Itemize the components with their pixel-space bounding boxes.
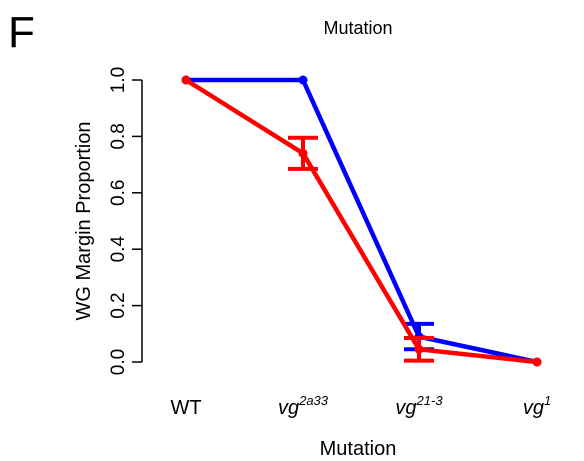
- x-tick-label: vg2a33: [278, 393, 329, 419]
- y-ticks: 0.0 0.2 0.4 0.6 0.8 1.0: [108, 67, 142, 375]
- x-tick-label: vg1: [523, 393, 551, 419]
- y-axis-label: WG Margin Proportion: [73, 122, 95, 321]
- x-tick-label-sup: 1: [544, 393, 551, 408]
- series-line-segment: [301, 152, 421, 351]
- chart-title: Mutation: [323, 18, 392, 38]
- data-point: [298, 75, 308, 85]
- x-tick-label-base: vg: [523, 397, 544, 419]
- x-tick-label-base: vg: [278, 397, 299, 419]
- x-axis-label: Mutation: [320, 438, 397, 460]
- y-tick-label: 0.8: [108, 123, 129, 149]
- series-1: [181, 75, 542, 367]
- panel-label: F: [8, 8, 35, 57]
- x-tick-label-base: vg: [395, 397, 416, 419]
- data-point: [414, 344, 424, 354]
- data-point: [532, 357, 542, 367]
- x-tick-label-base: WT: [170, 397, 201, 419]
- data-point: [298, 148, 308, 158]
- series-layer: [181, 75, 542, 367]
- x-tick-label: vg21-3: [395, 393, 443, 419]
- x-tick-label: WT: [170, 397, 201, 419]
- x-tick-label-sup: 21-3: [416, 393, 444, 408]
- series-0: [181, 75, 542, 367]
- y-tick-label: 0.0: [108, 349, 129, 375]
- series-line-segment: [300, 79, 422, 338]
- x-tick-label-sup: 2a33: [298, 393, 329, 408]
- x-ticks: WT vg2a33 vg21-3 vg1: [170, 393, 551, 419]
- y-tick-label: 0.4: [108, 236, 129, 263]
- y-tick-label: 0.6: [108, 180, 129, 206]
- series-line-segment: [418, 347, 538, 365]
- y-tick-label: 0.2: [108, 292, 129, 318]
- series-line-segment: [184, 78, 305, 156]
- y-tick-label: 1.0: [108, 67, 129, 93]
- data-point: [181, 75, 191, 85]
